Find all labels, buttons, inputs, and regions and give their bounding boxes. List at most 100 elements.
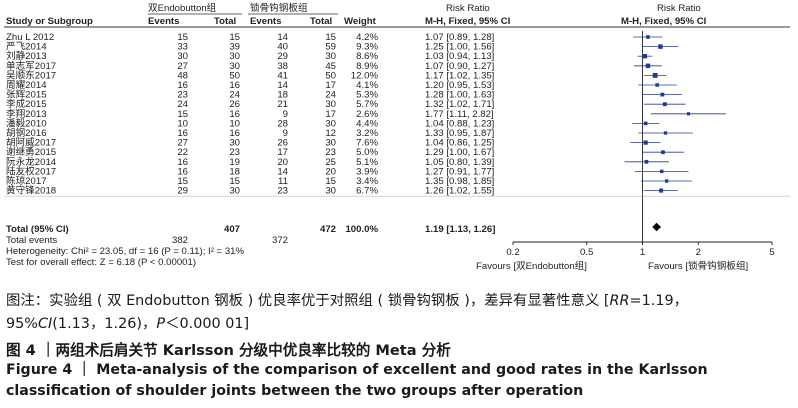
total-ctl: 30 xyxy=(325,99,336,110)
col-method-left: M-H, Fixed, 95% CI xyxy=(425,16,511,27)
study-name: Zhu L 2012 xyxy=(6,32,54,43)
total-ctl: 24 xyxy=(325,90,336,101)
total-exp: 16 xyxy=(229,128,240,139)
study-weight: 12.0% xyxy=(351,70,379,81)
study-weight: 3.9% xyxy=(356,166,378,177)
study-name: 谢继勇2015 xyxy=(6,146,56,158)
total-ctl: 23 xyxy=(325,147,336,158)
study-row: 张辉2015 23 24 18 24 5.3% 1.28 [1.00, 1.63] xyxy=(6,90,494,101)
events-ctl: 38 xyxy=(277,61,288,72)
events-ctl: 14 xyxy=(277,80,288,91)
study-name: 吴顺东2017 xyxy=(6,69,56,81)
note-rr-symbol: RR xyxy=(609,293,630,309)
point-estimate xyxy=(658,44,663,49)
point-estimate xyxy=(663,131,668,135)
study-ci-text: 1.32 [1.02, 1.71] xyxy=(425,99,494,110)
total-ci-text: 1.19 [1.13, 1.26] xyxy=(425,224,495,235)
total-ctl: 17 xyxy=(325,109,336,120)
ctl-group-header: 锁骨钩钢板组 xyxy=(250,2,308,14)
study-weight: 2.6% xyxy=(356,109,378,120)
total-exp: 39 xyxy=(229,42,240,53)
col-total-exp: Total xyxy=(214,16,236,27)
study-row: 潘毅2010 10 10 28 30 4.4% 1.04 [0.88, 1.23] xyxy=(6,117,494,129)
study-name: 周耀2014 xyxy=(6,80,47,91)
study-name: 黄守锋2018 xyxy=(6,185,56,197)
study-ci-text: 1.17 [1.02, 1.35] xyxy=(425,70,494,81)
x-tick-label: 5 xyxy=(769,247,774,258)
note-ci-prefix: 95% xyxy=(6,316,38,332)
point-estimate xyxy=(664,179,669,183)
events-ctl: 11 xyxy=(278,176,288,187)
total-ctl: 30 xyxy=(325,138,336,149)
note-p-value: ＜0.000 01] xyxy=(165,316,250,332)
total-exp: 19 xyxy=(229,157,240,168)
study-weight: 5.3% xyxy=(356,90,378,101)
total-events-label: Total events xyxy=(6,235,57,246)
study-weight: 4.1% xyxy=(356,80,378,91)
total-events-exp: 382 xyxy=(172,235,188,246)
study-row: 严飞2014 33 39 40 59 9.3% 1.25 [1.00, 1.56] xyxy=(6,42,494,53)
events-ctl: 29 xyxy=(277,51,288,62)
study-weight: 5.0% xyxy=(356,147,378,158)
events-exp: 27 xyxy=(177,138,188,149)
study-row: 谢继勇2015 22 23 17 23 5.0% 1.29 [1.00, 1.67] xyxy=(6,146,494,158)
total-weight: 100.0% xyxy=(345,224,378,235)
total-ctl: 30 xyxy=(325,186,336,197)
study-ci-text: 1.04 [0.86, 1.25] xyxy=(425,138,494,149)
total-exp: 30 xyxy=(229,61,240,72)
note-p-symbol: P xyxy=(156,316,166,332)
study-weight: 5.1% xyxy=(356,157,378,168)
events-exp: 29 xyxy=(177,186,188,197)
study-name: 阮永龙2014 xyxy=(6,156,57,168)
events-exp: 48 xyxy=(177,70,188,81)
total-exp: 16 xyxy=(229,80,240,91)
study-ci-text: 1.20 [0.95, 1.53] xyxy=(425,80,494,91)
events-exp: 22 xyxy=(177,147,188,158)
events-exp: 16 xyxy=(177,166,188,177)
point-estimate xyxy=(662,102,667,107)
point-estimate xyxy=(644,159,649,164)
figure-title-en: Figure 4 ｜ Meta-analysis of the comparis… xyxy=(6,362,708,399)
point-estimate xyxy=(646,35,650,39)
study-weight: 3.4% xyxy=(356,176,378,187)
events-exp: 16 xyxy=(177,128,188,139)
total-n-ctl: 472 xyxy=(320,224,336,235)
study-weight: 4.4% xyxy=(356,118,378,129)
point-estimate xyxy=(642,54,648,59)
study-name: 陈琼2017 xyxy=(6,175,47,187)
study-row: 阮永龙2014 16 19 20 25 5.1% 1.05 [0.80, 1.39] xyxy=(6,156,494,168)
study-ci-text: 1.29 [1.00, 1.67] xyxy=(425,147,494,158)
events-exp: 30 xyxy=(177,51,188,62)
point-estimate xyxy=(643,121,648,126)
events-exp: 33 xyxy=(177,42,188,53)
total-label: Total (95% CI) xyxy=(6,224,69,235)
point-estimate xyxy=(655,83,659,87)
study-rows: Zhu L 2012 15 15 14 15 4.2% 1.07 [0.89, 1.28]严… xyxy=(6,32,494,197)
events-ctl: 14 xyxy=(277,166,288,177)
total-exp: 15 xyxy=(229,176,240,187)
note-text-1: 图注：实验组 ( 双 Endobutton 钢板 ) 优良率优于对照组 ( 锁骨… xyxy=(6,293,610,309)
col-weight: Weight xyxy=(344,16,377,27)
plot-area: 0.2 0.5 1 2 5 xyxy=(4,31,790,258)
total-exp: 16 xyxy=(229,109,240,120)
events-ctl: 9 xyxy=(283,109,288,120)
events-exp: 10 xyxy=(177,118,188,129)
study-ci-text: 1.07 [0.89, 1.28] xyxy=(425,32,494,43)
point-estimate xyxy=(659,169,664,174)
total-n-exp: 407 xyxy=(224,224,240,235)
favours-left: Favours [双Endobutton组] xyxy=(476,260,587,272)
x-tick-label: 0.5 xyxy=(580,247,593,258)
events-ctl: 9 xyxy=(283,128,288,139)
total-ctl: 30 xyxy=(325,118,336,129)
point-estimate xyxy=(661,150,665,155)
study-ci-text: 1.05 [0.80, 1.39] xyxy=(425,157,494,168)
exp-group-header: 双Endobutton组 xyxy=(148,2,217,14)
risk-ratio-header-right: Risk Ratio xyxy=(657,3,701,14)
study-row: Zhu L 2012 15 15 14 15 4.2% 1.07 [0.89, 1.28] xyxy=(6,32,494,43)
note-rr-value: =1.19， xyxy=(629,293,689,309)
col-events-ctl: Events xyxy=(250,16,281,27)
total-ctl: 15 xyxy=(325,32,336,43)
study-row: 周耀2014 16 16 14 17 4.1% 1.20 [0.95, 1.53] xyxy=(6,80,494,91)
total-ctl: 15 xyxy=(325,176,336,187)
col-events-exp: Events xyxy=(148,16,179,27)
